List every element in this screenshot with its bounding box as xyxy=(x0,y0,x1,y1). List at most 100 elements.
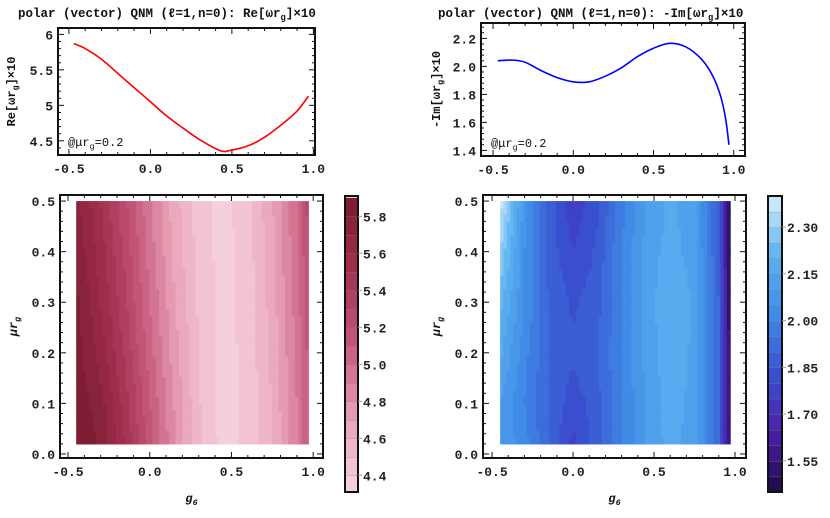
contour-cell xyxy=(82,275,87,283)
contour-cell xyxy=(519,329,524,337)
contour-cell xyxy=(258,403,263,411)
contour-cell xyxy=(562,423,567,431)
contour-cell xyxy=(142,234,147,243)
contour-cell xyxy=(291,201,296,209)
contour-cell xyxy=(198,356,203,364)
contour-cell xyxy=(232,295,236,303)
contour-cell xyxy=(690,308,695,317)
contour-cell xyxy=(129,228,134,236)
contour-cell xyxy=(579,308,583,317)
contour-cell xyxy=(529,261,534,270)
contour-cell xyxy=(119,369,124,378)
contour-cell xyxy=(588,261,593,270)
contour-cell xyxy=(265,288,270,297)
contour-cell xyxy=(674,383,679,391)
contour-cell xyxy=(638,416,643,425)
contour-cell xyxy=(198,369,203,378)
contour-cell xyxy=(122,322,127,330)
contour-cell xyxy=(631,437,636,445)
contour-cell xyxy=(255,201,260,209)
contour-cell xyxy=(634,315,639,324)
contour-cell xyxy=(202,410,207,418)
contour-cell xyxy=(582,396,587,404)
data-series-line xyxy=(73,42,310,153)
contour-cell xyxy=(565,261,570,270)
colorbar-band xyxy=(344,271,359,292)
contour-cell xyxy=(125,383,130,391)
contour-cell xyxy=(608,302,613,310)
contour-cell xyxy=(102,221,107,229)
contour-cell xyxy=(261,315,266,324)
contour-cell xyxy=(145,342,150,351)
contour-cell xyxy=(684,275,689,283)
contour-cell xyxy=(546,308,551,317)
contour-cell xyxy=(513,349,518,357)
contour-cell xyxy=(533,214,537,222)
contour-cell xyxy=(562,342,567,351)
contour-cell xyxy=(271,281,276,290)
contour-cell xyxy=(654,261,659,270)
contour-cell xyxy=(192,335,197,344)
contour-cell xyxy=(135,241,140,249)
contour-cell xyxy=(139,403,144,411)
contour-cell xyxy=(625,261,629,270)
contour-cell xyxy=(608,281,613,290)
contour-cell xyxy=(651,349,656,357)
contour-cell xyxy=(122,430,127,438)
contour-cell xyxy=(96,234,100,243)
contour-cell xyxy=(278,228,283,236)
contour-cell xyxy=(202,302,207,310)
contour-cell xyxy=(241,268,246,276)
contour-cell xyxy=(79,302,84,310)
contour-cell xyxy=(92,255,97,263)
contour-cell xyxy=(115,376,120,384)
contour-cell xyxy=(559,430,564,438)
contour-cell xyxy=(86,275,91,283)
contour-cell xyxy=(102,335,107,344)
contour-cell xyxy=(638,201,643,209)
contour-cell xyxy=(122,383,127,391)
contour-cell xyxy=(513,221,518,229)
contour-cell xyxy=(149,389,154,398)
contour-cell xyxy=(182,430,187,438)
contour-cell xyxy=(295,234,299,243)
contour-cell xyxy=(556,261,560,270)
contour-cell xyxy=(598,329,603,337)
contour-cell xyxy=(275,376,280,384)
contour-cell xyxy=(304,281,309,290)
contour-cell xyxy=(218,329,223,337)
contour-cell xyxy=(215,403,220,411)
contour-cell xyxy=(149,234,154,243)
contour-cell xyxy=(523,437,528,445)
contour-cell xyxy=(295,261,299,270)
contour-cell xyxy=(182,403,187,411)
contour-cell xyxy=(542,255,547,263)
contour-cell xyxy=(106,228,110,236)
contour-cell xyxy=(618,201,623,209)
contour-cell xyxy=(503,322,508,330)
contour-cell xyxy=(657,410,662,418)
contour-cell xyxy=(82,376,87,384)
contour-cell xyxy=(265,389,270,398)
contour-cell xyxy=(654,275,659,283)
contour-cell xyxy=(592,335,597,344)
contour-cell xyxy=(235,342,240,351)
contour-cell xyxy=(245,248,250,256)
contour-cell xyxy=(106,335,110,344)
contour-cell xyxy=(119,383,124,391)
contour-cell xyxy=(145,248,150,256)
contour-cell xyxy=(638,437,643,445)
contour-cell xyxy=(602,207,606,216)
contour-cell xyxy=(667,403,672,411)
contour-cell xyxy=(654,403,659,411)
contour-cell xyxy=(667,221,672,229)
contour-cell xyxy=(152,261,157,270)
contour-cell xyxy=(112,288,117,297)
contour-cell xyxy=(552,214,557,222)
contour-cell xyxy=(634,383,639,391)
contour-cell xyxy=(185,315,190,324)
contour-cell xyxy=(76,261,81,270)
contour-cell xyxy=(631,389,636,398)
contour-cell xyxy=(222,396,226,404)
contour-cell xyxy=(79,430,84,438)
